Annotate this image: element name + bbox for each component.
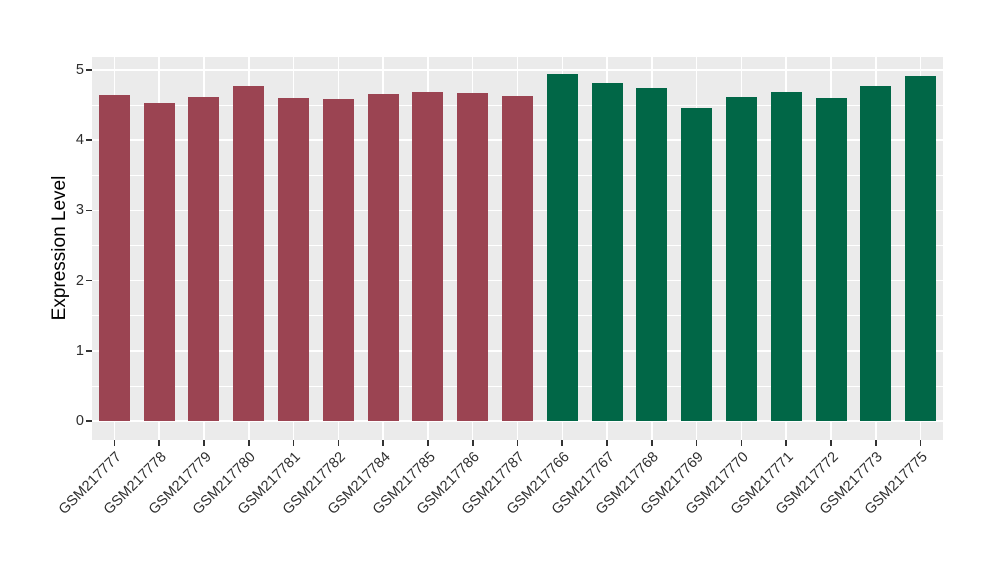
x-tick-mark — [292, 440, 295, 446]
bar-GSM217781 — [278, 98, 310, 421]
x-tick-mark — [875, 440, 877, 446]
plot-panel — [92, 57, 943, 440]
bar-GSM217770 — [725, 97, 757, 421]
x-tick-mark — [113, 440, 116, 446]
bar-GSM217769 — [681, 107, 713, 421]
bar-GSM217780 — [233, 86, 265, 421]
y-axis-title: Expression Level — [49, 175, 70, 321]
x-tick-mark — [247, 440, 250, 446]
bar-GSM217773 — [860, 86, 892, 421]
x-tick-mark — [471, 440, 474, 446]
x-tick-mark — [695, 440, 698, 446]
bar-GSM217767 — [591, 83, 623, 421]
y-tick-label: 5 — [75, 62, 84, 78]
x-tick-mark — [561, 440, 564, 446]
bar-GSM217777 — [98, 95, 130, 421]
bar-GSM217786 — [457, 93, 489, 421]
bar-GSM217766 — [546, 74, 578, 421]
y-tick-label: 2 — [75, 272, 84, 289]
bar-GSM217768 — [636, 88, 668, 421]
bar-GSM217775 — [905, 76, 937, 421]
y-tick-label: 3 — [75, 202, 84, 219]
x-tick-mark — [651, 440, 653, 446]
bar-GSM217787 — [502, 95, 533, 421]
x-tick-mark — [337, 440, 340, 446]
x-tick-mark — [158, 440, 160, 446]
x-tick-mark — [516, 440, 519, 446]
x-tick-mark — [785, 440, 788, 446]
y-tick-mark — [86, 279, 92, 282]
x-tick-mark — [830, 440, 832, 446]
y-tick-label: 0 — [75, 413, 84, 429]
y-tick-label: 1 — [75, 342, 84, 359]
y-tick-mark — [86, 69, 92, 71]
y-tick-label: 4 — [75, 132, 84, 149]
y-tick-mark — [86, 209, 92, 212]
bar-GSM217779 — [188, 96, 220, 421]
x-tick-mark — [203, 440, 205, 446]
x-tick-mark — [382, 440, 384, 446]
x-tick-mark — [606, 440, 608, 446]
y-tick-mark — [86, 420, 92, 422]
y-tick-mark — [86, 350, 92, 352]
bar-GSM217784 — [367, 93, 399, 421]
bar-GSM217772 — [815, 98, 847, 421]
x-tick-mark — [427, 440, 429, 446]
bar-GSM217782 — [322, 98, 354, 421]
bar-GSM217785 — [412, 91, 444, 421]
bar-GSM217771 — [770, 91, 802, 421]
x-tick-mark — [740, 440, 743, 446]
bar-GSM217778 — [143, 102, 175, 421]
x-tick-mark — [919, 440, 922, 446]
y-tick-mark — [86, 139, 92, 141]
